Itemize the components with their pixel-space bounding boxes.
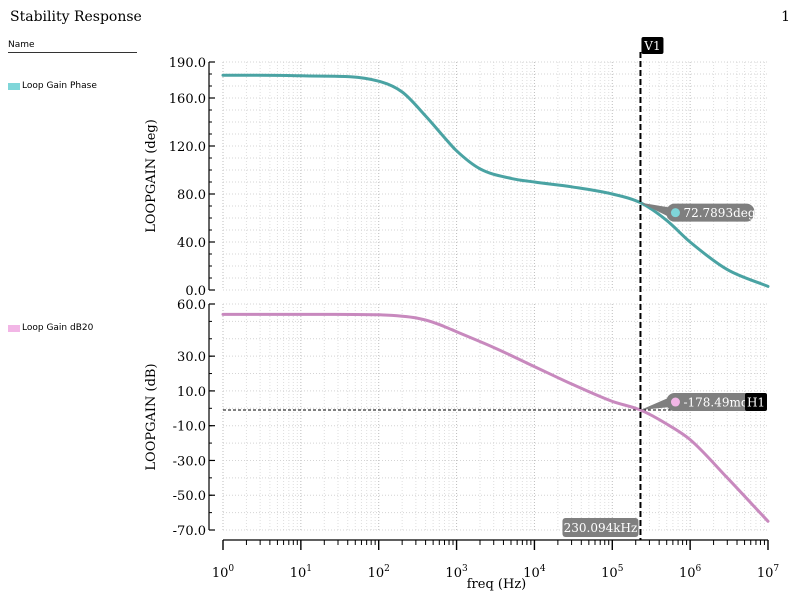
y-tick-label: -10.0: [173, 420, 206, 435]
y-tick-label: 40.0: [177, 236, 206, 251]
axes: [208, 61, 769, 550]
marker-value-label: -178.49mdB: [683, 396, 757, 410]
x-tick-label: 105: [601, 564, 624, 581]
marker-pointer: [640, 202, 671, 218]
x-tick-label: 106: [679, 564, 702, 581]
page-number: 1: [781, 9, 790, 25]
marker-pointer: [640, 397, 671, 411]
y-tick-label: 10.0: [177, 385, 206, 400]
y-tick-label: 30.0: [177, 350, 206, 365]
legend-label-phase: Loop Gain Phase: [22, 81, 97, 91]
y-tick-label: 190.0: [169, 56, 206, 71]
marker-tag-box: [666, 203, 755, 222]
legend-label-db: Loop Gain dB20: [22, 323, 94, 333]
y-tick-label: 0.0: [185, 284, 206, 299]
cursor-v1-label: V1: [643, 39, 660, 53]
legend-swatch-db: [8, 324, 20, 332]
x-tick-label: 100: [212, 564, 235, 581]
vertical-cursor-layer[interactable]: V1 230.094kHz: [562, 37, 664, 540]
x-tick-label: 101: [290, 564, 312, 581]
marker-value-label: 72.7893deg: [683, 206, 755, 220]
y-tick-label: -70.0: [173, 524, 206, 539]
legend-header: Name: [8, 40, 137, 53]
phase-curve: [221, 73, 770, 288]
x-axis-title: freq (Hz): [467, 577, 527, 592]
hline-tag: [745, 393, 767, 412]
axis-labels: 0.0 40.0 80.0 120.0 160.0 190.0 LOOPGAIN (deg)…: [144, 56, 779, 592]
hline-label: H1: [747, 396, 765, 410]
y-axis-title: LOOPGAIN (deg): [144, 119, 159, 233]
x-tick-label: 103: [445, 564, 468, 581]
y-tick-label: 160.0: [169, 92, 206, 107]
y-tick-label: 120.0: [169, 140, 206, 155]
y-tick-label: 80.0: [177, 188, 206, 203]
phase-grid: [222, 61, 768, 291]
window-title: Stability Response: [10, 9, 142, 25]
legend-entry-phase[interactable]: Loop Gain Phase: [8, 81, 97, 91]
y-tick-label: -30.0: [173, 454, 206, 469]
marker-dot: [670, 208, 680, 218]
x-tick-label: 107: [757, 564, 780, 581]
cursor-readout-box: [562, 518, 639, 537]
cursor-v1-tag: [641, 37, 664, 54]
cursor-readout-label: 230.094kHz: [564, 521, 638, 535]
gain-curve: [221, 312, 770, 523]
x-tick-label: 102: [368, 564, 390, 581]
y-tick-label: 60.0: [177, 298, 206, 313]
y-axis-title: LOOPGAIN (dB): [144, 363, 159, 470]
x-tick-label: 104: [523, 564, 546, 581]
curves: [221, 73, 770, 523]
legend-entry-db[interactable]: Loop Gain dB20: [8, 323, 93, 333]
gain-grid: [222, 303, 768, 531]
marker-dot: [670, 397, 680, 407]
legend-swatch-phase: [8, 82, 20, 90]
y-tick-label: -50.0: [173, 489, 206, 504]
marker-tag-box: [666, 393, 763, 412]
